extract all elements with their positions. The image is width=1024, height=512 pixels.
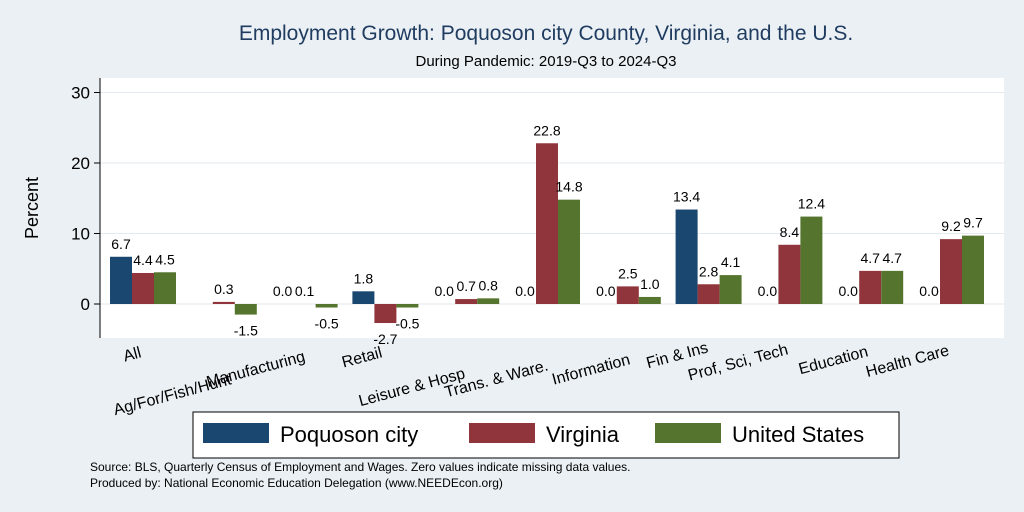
- value-label-us: 4.1: [721, 254, 741, 270]
- value-label-virginia: 2.8: [699, 263, 719, 279]
- value-label-us: -0.5: [315, 316, 339, 332]
- bar-us: [881, 270, 904, 304]
- value-label-us: 14.8: [555, 179, 582, 195]
- value-label-us: -0.5: [395, 316, 419, 332]
- y-axis-label: Percent: [22, 177, 42, 239]
- source-note: Source: BLS, Quarterly Census of Employm…: [90, 460, 630, 474]
- bar-virginia: [778, 244, 801, 304]
- bars-group: [110, 143, 984, 324]
- chart-title: Employment Growth: Poquoson city County,…: [239, 22, 853, 45]
- value-label-us: -1.5: [234, 323, 258, 339]
- bar-poquoson: [675, 209, 698, 304]
- bar-us: [234, 304, 257, 315]
- value-label-virginia: -2.7: [373, 331, 397, 347]
- category-label: Health Care: [864, 342, 951, 381]
- value-label-poquoson: 0.0: [758, 283, 778, 299]
- bar-us: [154, 272, 176, 304]
- y-axis-ticks: 0 10 20 30: [71, 84, 100, 314]
- bar-us: [638, 296, 661, 304]
- value-labels: 6.74.4 4.50.3-1.50.0 0.1-0.51.8-2.7-0.50.0…: [111, 122, 983, 347]
- value-label-poquoson: 0.0: [515, 283, 535, 299]
- bar-poquoson: [110, 256, 132, 304]
- value-label-poquoson: 0.0: [919, 283, 939, 299]
- legend-box: [192, 411, 900, 459]
- value-label-us: 0.8: [478, 277, 498, 293]
- value-label-virginia: 0.7: [456, 278, 476, 294]
- value-label-virginia: 4.7: [860, 250, 880, 266]
- bar-virginia: [212, 301, 235, 304]
- y-tick-label: 0: [81, 295, 90, 314]
- value-label-virginia: 2.5: [618, 265, 638, 281]
- bar-virginia: [616, 286, 639, 304]
- value-label-virginia: 0.1: [295, 283, 315, 299]
- bar-virginia: [859, 270, 882, 304]
- value-label-poquoson: 0.0: [838, 283, 858, 299]
- chart-subtitle: During Pandemic: 2019-Q3 to 2024-Q3: [416, 53, 677, 70]
- value-label-poquoson: 0.0: [273, 283, 293, 299]
- bar-virginia: [455, 299, 478, 304]
- category-label: Manufacturing: [205, 348, 307, 391]
- legend: Poquoson city Virginia United States: [192, 411, 900, 459]
- bar-virginia: [132, 272, 154, 304]
- legend-swatch-poquoson: [203, 423, 269, 443]
- y-tick-label: 30: [71, 84, 90, 103]
- bar-virginia: [374, 304, 397, 324]
- bar-virginia: [697, 284, 720, 304]
- category-label: All: [121, 344, 143, 365]
- value-label-poquoson: 1.8: [354, 270, 374, 286]
- bar-us: [315, 304, 338, 308]
- bar-us: [396, 304, 419, 308]
- bar-virginia: [536, 143, 558, 304]
- legend-label-poquoson: Poquoson city: [280, 422, 418, 447]
- value-label-us: 1.0: [640, 276, 660, 292]
- value-label-poquoson: 0.0: [434, 283, 454, 299]
- value-label-poquoson: 13.4: [673, 189, 700, 205]
- value-label-virginia: 22.8: [533, 122, 560, 138]
- producer-note: Produced by: National Economic Education…: [90, 476, 503, 490]
- value-label-poquoson: 6.7: [111, 236, 131, 252]
- y-tick-label: 10: [71, 225, 90, 244]
- y-tick-label: 20: [71, 154, 90, 173]
- bar-us: [558, 199, 580, 304]
- value-label-virginia: 8.4: [780, 224, 800, 240]
- category-label: Education: [797, 343, 870, 378]
- value-label-virginia: 9.2: [941, 218, 961, 234]
- bar-us: [477, 298, 500, 304]
- legend-swatch-virginia: [469, 423, 535, 443]
- legend-label-virginia: Virginia: [546, 422, 620, 447]
- category-label: Information: [550, 351, 632, 388]
- value-label-poquoson: 0.0: [596, 283, 616, 299]
- value-label-virginia: 4.4: [133, 252, 153, 268]
- value-label-virginia: 0.3: [214, 281, 234, 297]
- bar-us: [962, 235, 984, 304]
- category-label: Retail: [340, 344, 384, 371]
- bar-us: [719, 275, 742, 304]
- bar-poquoson: [352, 291, 375, 304]
- value-label-us: 12.4: [798, 196, 825, 212]
- value-label-us: 9.7: [963, 215, 983, 231]
- legend-swatch-us: [655, 423, 721, 443]
- bar-us: [800, 216, 823, 304]
- value-label-us: 4.7: [882, 250, 902, 266]
- legend-label-us: United States: [732, 422, 864, 447]
- value-label-us: 4.5: [155, 251, 175, 267]
- bar-virginia: [940, 239, 962, 304]
